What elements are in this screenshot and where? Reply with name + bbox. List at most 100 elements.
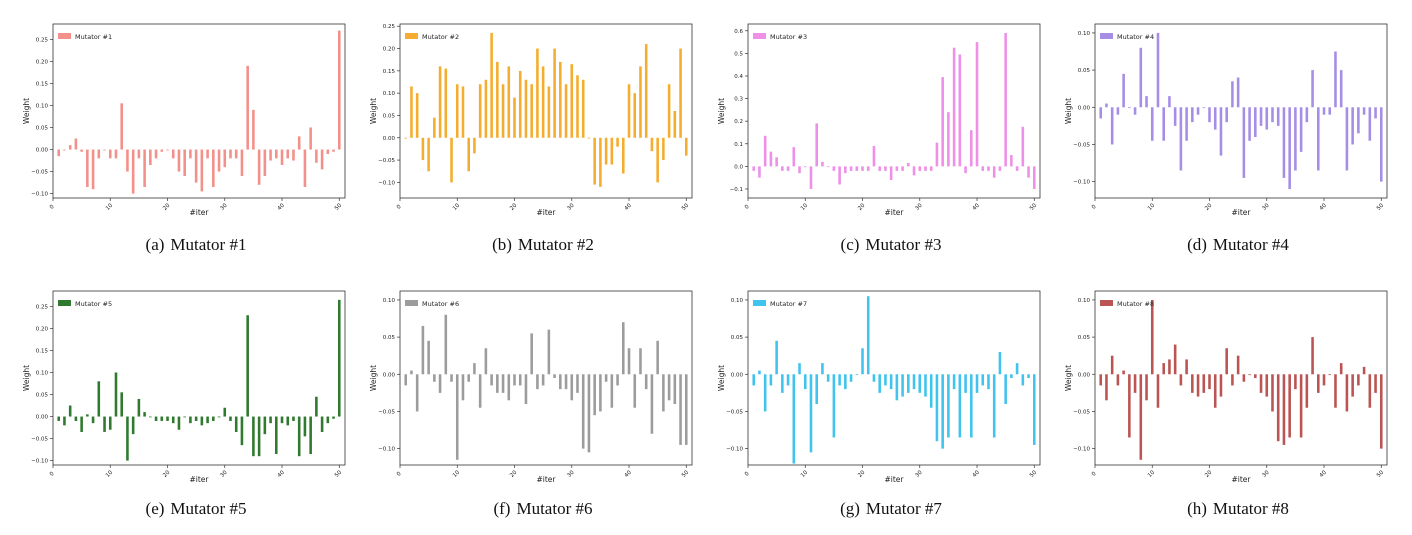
bar: [821, 363, 824, 375]
bar: [120, 103, 123, 150]
bar: [286, 416, 290, 426]
bar: [1021, 126, 1025, 167]
x-tick-label: 30: [219, 202, 229, 212]
bar: [1236, 77, 1240, 108]
x-tick-label: 50: [1376, 469, 1386, 479]
bar: [826, 166, 830, 168]
bar: [513, 374, 516, 386]
bar: [803, 374, 807, 390]
x-axis-label: #iter: [189, 208, 209, 217]
y-tick-label: 0.05: [383, 335, 396, 341]
y-tick-label: 0.25: [383, 24, 396, 30]
bar: [679, 48, 682, 138]
bar: [1196, 374, 1200, 397]
bar: [315, 396, 318, 417]
caption-text: Mutator #3: [865, 235, 942, 254]
caption-label: (g): [840, 499, 860, 518]
x-axis-label: #iter: [884, 208, 904, 217]
bar: [297, 416, 301, 457]
bar: [918, 166, 922, 171]
bar: [337, 299, 341, 417]
bar: [1162, 363, 1165, 375]
bar: [467, 137, 470, 172]
bar: [444, 314, 448, 375]
x-tick-label: 10: [800, 469, 810, 479]
bar: [1242, 374, 1246, 382]
bar: [154, 149, 158, 159]
bar: [981, 374, 985, 386]
bar: [958, 54, 962, 167]
bar: [280, 416, 284, 424]
bar: [131, 416, 135, 435]
caption-text: Mutator #7: [865, 499, 942, 518]
bar: [1179, 107, 1183, 171]
x-tick-label: 50: [1376, 202, 1386, 212]
bar: [622, 322, 625, 375]
bar: [63, 149, 66, 151]
bar: [320, 416, 324, 432]
bar: [252, 416, 255, 457]
y-tick-label: 0.10: [36, 103, 49, 109]
bar: [433, 117, 436, 138]
bar: [1254, 107, 1257, 138]
caption-label: (h): [1187, 499, 1207, 518]
bar: [610, 137, 614, 165]
bar: [1208, 107, 1211, 123]
bar: [895, 166, 899, 171]
bar: [1122, 370, 1125, 375]
bar: [633, 93, 637, 138]
bar: [1156, 374, 1160, 408]
caption-c: (c) Mutator #3: [761, 235, 1021, 255]
bar: [74, 416, 78, 421]
bar: [1236, 355, 1240, 375]
caption-label: (f): [493, 499, 511, 518]
bar: [246, 315, 249, 417]
bar: [536, 48, 539, 138]
y-tick-label: 0.25: [36, 37, 49, 43]
y-tick-label: 0.00: [383, 136, 396, 142]
bar: [587, 374, 591, 453]
bar: [998, 166, 1002, 171]
x-axis-label: #iter: [1231, 475, 1251, 484]
y-tick-label: −0.05: [31, 437, 48, 443]
x-axis-label: #iter: [536, 475, 556, 484]
bar: [1196, 107, 1200, 115]
chart-1: −0.10 −0.05 0.00 0.05 0.10 0.15 0.20 0.25 0 10 20 3…: [22, 23, 346, 217]
chart-7: −0.10 −0.05 0.00 0.05 0.10 0 10 20 30 40 50 #iter We…: [717, 290, 1041, 484]
bar: [1116, 374, 1120, 386]
bar: [559, 374, 562, 390]
legend-swatch: [753, 300, 766, 306]
bar: [656, 340, 659, 375]
bar: [987, 166, 990, 171]
bar: [855, 374, 859, 376]
bar: [901, 166, 904, 171]
bar: [530, 84, 533, 138]
bar: [644, 44, 648, 138]
bar: [1032, 166, 1036, 189]
bar: [501, 374, 505, 393]
bar: [1213, 374, 1217, 408]
bar: [1254, 374, 1257, 378]
bar: [798, 363, 801, 375]
y-tick-label: 0.00: [731, 372, 744, 378]
x-tick-label: 20: [1204, 202, 1214, 212]
bar: [427, 137, 430, 172]
x-tick-label: 0: [1091, 471, 1098, 478]
bar: [275, 416, 278, 454]
bar: [467, 374, 470, 382]
y-axis-label: Weight: [22, 365, 31, 391]
bar: [450, 374, 453, 382]
bar: [1105, 374, 1108, 401]
bar: [206, 416, 209, 424]
plot-frame: [52, 23, 346, 199]
bar: [68, 145, 72, 150]
bar: [1231, 374, 1234, 386]
bar: [1248, 374, 1251, 376]
y-tick-label: −0.05: [1073, 409, 1090, 415]
bar: [108, 416, 112, 430]
bar: [143, 149, 146, 187]
bar: [160, 416, 164, 421]
bar: [758, 370, 761, 375]
bar: [1110, 355, 1114, 375]
y-tick-label: 0.0: [734, 164, 743, 170]
